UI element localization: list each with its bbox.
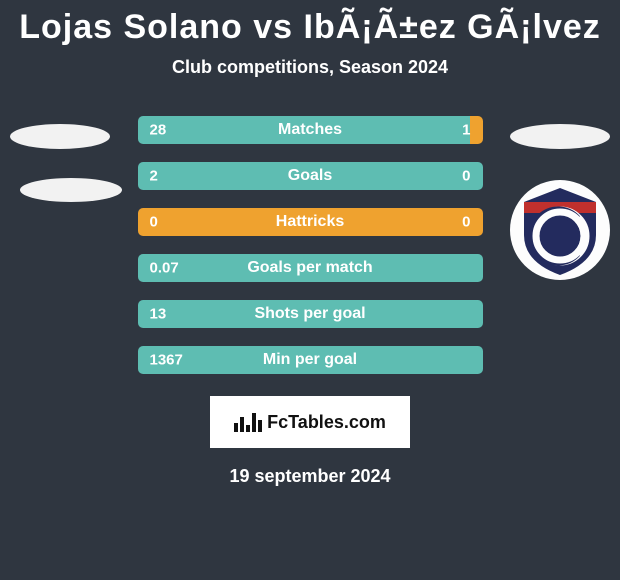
stat-value-right: 0: [462, 214, 470, 231]
team-right-shield: [510, 180, 610, 280]
date-text: 19 september 2024: [0, 466, 620, 487]
stat-label: Hattricks: [276, 213, 344, 231]
stat-label: Matches: [278, 121, 342, 139]
bar-chart-icon: [234, 412, 262, 432]
stat-row: Min per goal 1367: [138, 346, 483, 374]
subtitle: Club competitions, Season 2024: [0, 57, 620, 78]
stat-value-left: 1367: [150, 352, 183, 369]
page-title: Lojas Solano vs IbÃ¡Ã±ez GÃ¡lvez: [0, 0, 620, 47]
stat-label: Goals: [288, 167, 332, 185]
team-left-logo-oval-2: [20, 178, 122, 202]
stat-row: Goals per match 0.07: [138, 254, 483, 282]
stat-bar-right: [470, 116, 482, 144]
stat-value-right: 1: [462, 122, 470, 139]
stat-value-left: 0.07: [150, 260, 179, 277]
stat-row: Hattricks 0 0: [138, 208, 483, 236]
brand-badge: FcTables.com: [210, 396, 410, 448]
stat-label: Min per goal: [263, 351, 357, 369]
brand-text: FcTables.com: [267, 412, 386, 433]
team-right-logo-oval: [510, 124, 610, 149]
stat-value-left: 28: [150, 122, 167, 139]
stat-value-left: 0: [150, 214, 158, 231]
stat-value-right: 0: [462, 168, 470, 185]
stat-row: Shots per goal 13: [138, 300, 483, 328]
stat-label: Goals per match: [247, 259, 372, 277]
stat-value-left: 13: [150, 306, 167, 323]
stat-row: Goals 2 0: [138, 162, 483, 190]
team-left-logo-oval-1: [10, 124, 110, 149]
stat-label: Shots per goal: [254, 305, 365, 323]
stat-row: Matches 28 1: [138, 116, 483, 144]
stat-value-left: 2: [150, 168, 158, 185]
